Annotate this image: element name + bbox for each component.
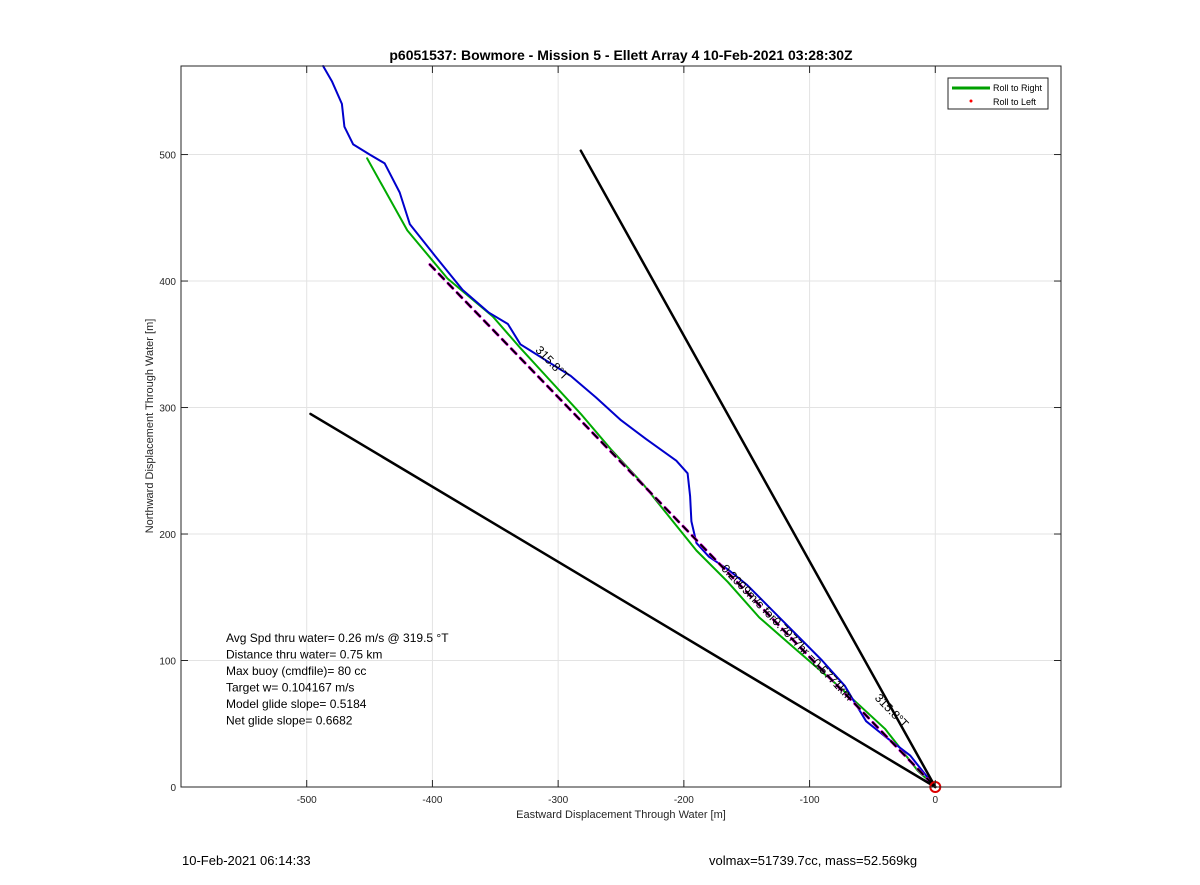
series-line-5	[309, 412, 937, 789]
series-line-4	[579, 149, 937, 789]
x-tick-label: -200	[674, 795, 694, 806]
stats-line: Max buoy (cmdfile)= 80 cc	[226, 664, 366, 678]
series-line-3	[428, 263, 937, 788]
y-tick-label: 500	[159, 151, 176, 162]
legend-label-roll-right: Roll to Right	[993, 83, 1043, 93]
y-tick-label: 100	[159, 657, 176, 668]
legend-marker-roll-left	[969, 99, 973, 103]
footer-timestamp: 10-Feb-2021 06:14:33	[182, 853, 311, 868]
legend-box	[947, 77, 1049, 110]
x-tick-label: -500	[297, 795, 317, 806]
x-axis-label: Eastward Displacement Through Water [m]	[516, 809, 726, 821]
ticks: -500 -400 -300 -200 -100 0 0 100 200 300 400 500	[159, 66, 1061, 806]
stats-line: Avg Spd thru water= 0.26 m/s @ 319.5 °T	[226, 631, 449, 645]
y-tick-label: 400	[159, 277, 176, 288]
data-layer	[309, 65, 942, 793]
y-tick-label: 200	[159, 530, 176, 541]
legend: Roll to Right Roll to Left	[947, 77, 1049, 110]
legend-label-roll-left: Roll to Left	[993, 97, 1037, 107]
plot-area	[181, 66, 1061, 787]
stats-line: Model glide slope= 0.5184	[226, 697, 367, 711]
y-axis-label: Northward Displacement Through Water [m]	[144, 319, 156, 534]
stats-line: Distance thru water= 0.75 km	[226, 648, 382, 662]
stats-block: Avg Spd thru water= 0.26 m/s @ 319.5 °T D…	[226, 631, 449, 728]
axes-box	[180, 65, 1062, 788]
series-line-1	[322, 65, 937, 788]
x-tick-label: -400	[422, 795, 442, 806]
footer-volmax-mass: volmax=51739.7cc, mass=52.569kg	[709, 853, 918, 868]
stats-line: Target w= 0.104167 m/s	[226, 681, 354, 695]
x-tick-label: 0	[933, 795, 939, 806]
x-tick-label: -100	[800, 795, 820, 806]
y-tick-label: 0	[170, 783, 176, 794]
x-tick-label: -300	[548, 795, 568, 806]
stats-line: Net glide slope= 0.6682	[226, 714, 353, 728]
chart-title: p6051537: Bowmore - Mission 5 - Ellett A…	[389, 47, 853, 63]
y-tick-label: 300	[159, 404, 176, 415]
